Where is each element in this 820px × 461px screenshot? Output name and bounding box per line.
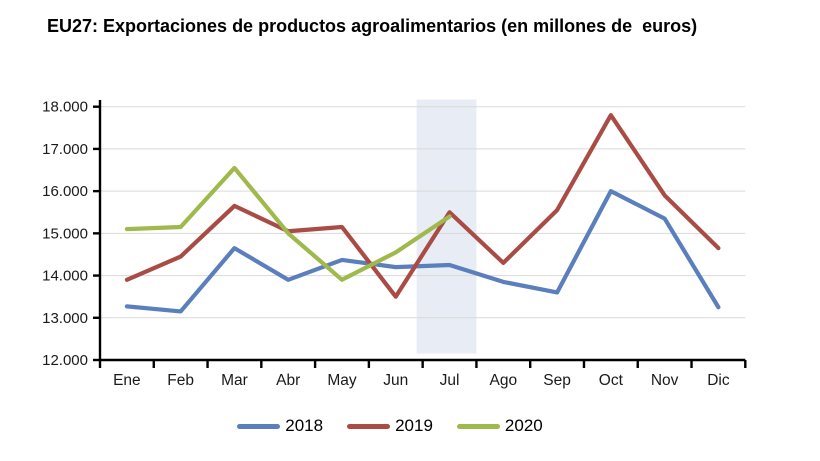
legend-label-2018: 2018 <box>285 416 324 435</box>
svg-text:Jun: Jun <box>383 372 408 389</box>
svg-text:16.000: 16.000 <box>42 183 88 200</box>
y-axis-labels: 12.000 13.000 14.000 15.000 16.000 17.000 18.0… <box>42 99 88 369</box>
svg-text:Mar: Mar <box>221 372 248 389</box>
svg-text:May: May <box>327 372 357 389</box>
legend-item-2018: 2018 <box>237 416 323 436</box>
svg-text:Oct: Oct <box>599 372 624 389</box>
svg-text:Abr: Abr <box>276 372 300 389</box>
series-line-2018 <box>124 189 721 314</box>
legend-swatch-2018 <box>237 423 281 429</box>
chart-title: EU27: Exportaciones de productos agroali… <box>47 16 698 36</box>
svg-text:Jul: Jul <box>440 372 460 389</box>
legend-item-2019: 2019 <box>347 416 433 436</box>
legend-swatch-2019 <box>347 423 391 429</box>
chart-legend: 2018 2019 2020 <box>0 416 780 436</box>
svg-text:Ago: Ago <box>490 372 518 389</box>
svg-text:17.000: 17.000 <box>42 141 88 158</box>
svg-text:Ene: Ene <box>113 372 141 389</box>
series-line-2020 <box>124 165 452 282</box>
legend-swatch-2020 <box>456 423 500 429</box>
legend-item-2020: 2020 <box>456 416 543 436</box>
svg-text:13.000: 13.000 <box>42 310 88 327</box>
legend-label-2019: 2019 <box>395 416 433 435</box>
svg-text:12.000: 12.000 <box>42 352 88 369</box>
svg-text:Nov: Nov <box>651 372 679 389</box>
axes <box>93 100 747 368</box>
svg-text:Feb: Feb <box>167 372 194 389</box>
svg-text:14.000: 14.000 <box>42 268 88 285</box>
svg-text:Dic: Dic <box>707 372 730 389</box>
x-axis-labels: Ene Feb Mar Abr May Jun Jul Ago Sep Oct Nov Dic <box>113 372 730 389</box>
svg-text:Sep: Sep <box>543 372 571 389</box>
svg-text:18.000: 18.000 <box>42 99 88 116</box>
series-line-2019 <box>124 113 721 299</box>
legend-label-2020: 2020 <box>504 416 543 435</box>
svg-text:15.000: 15.000 <box>42 225 88 242</box>
